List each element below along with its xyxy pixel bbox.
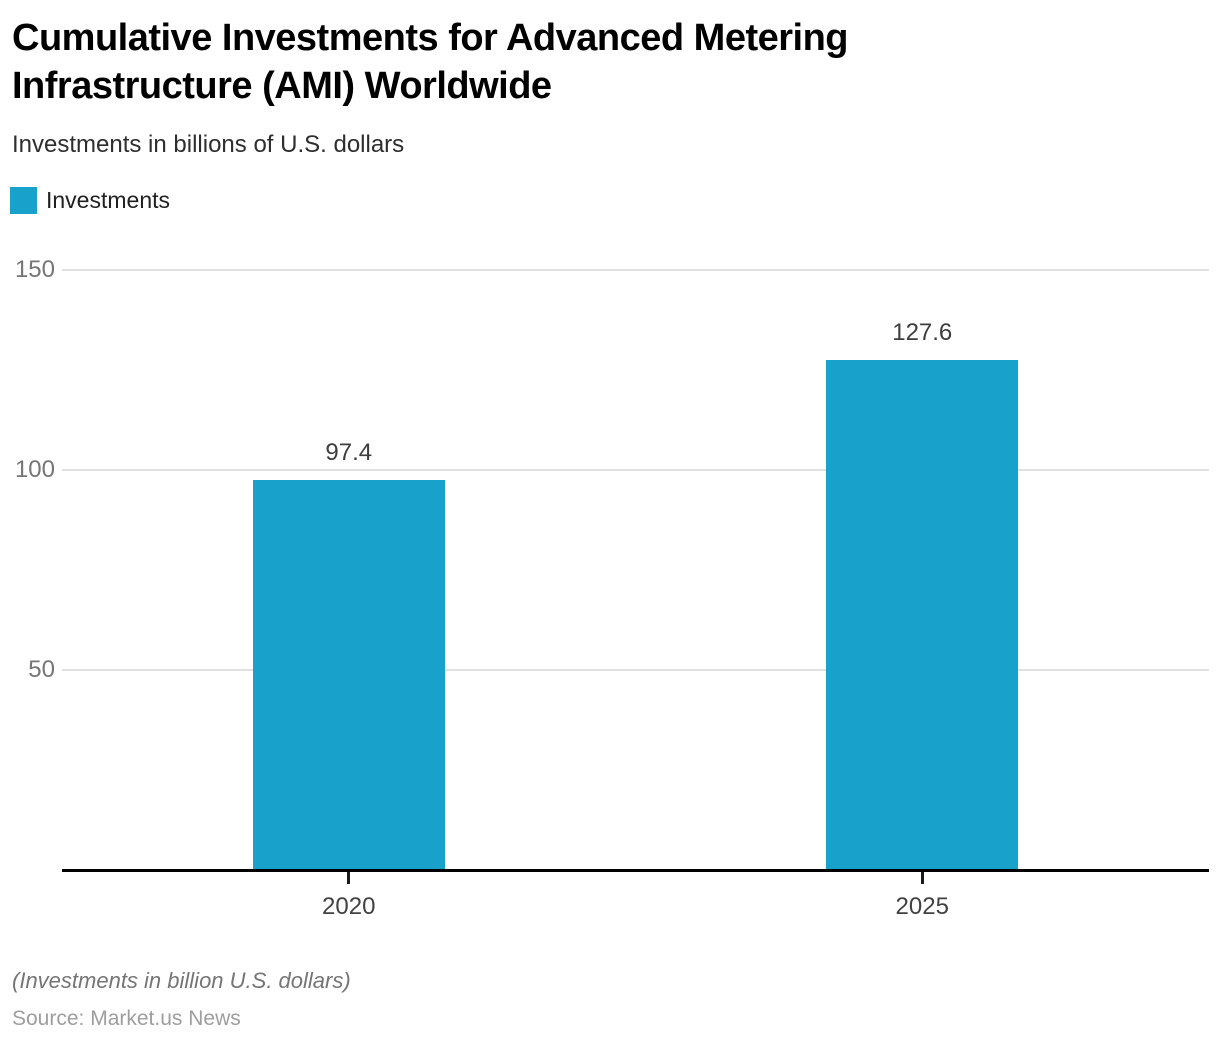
x-axis-tick [920, 872, 924, 884]
chart-title: Cumulative Investments for Advanced Mete… [12, 17, 849, 107]
gridline [62, 669, 1209, 671]
x-axis-tick [347, 872, 351, 884]
x-axis-line [62, 869, 1209, 872]
bar-2025 [826, 359, 1019, 870]
gridline [62, 269, 1209, 271]
legend-swatch-icon [10, 187, 37, 214]
y-axis-tick-label: 100 [14, 456, 55, 483]
footnote: (Investments in billion U.S. dollars) [12, 968, 351, 993]
x-axis-tick-label: 2020 [322, 893, 376, 920]
legend: Investments [10, 187, 170, 214]
chart-subtitle: Investments in billions of U.S. dollars [12, 131, 405, 158]
bar-value-label: 97.4 [325, 439, 373, 467]
y-axis-tick-label: 50 [28, 656, 55, 683]
y-axis-tick-label: 150 [14, 256, 55, 283]
source-text: Source: Market.us News [12, 1007, 241, 1030]
bar-value-label: 127.6 [892, 318, 953, 346]
gridline [62, 469, 1209, 471]
bar-2020 [252, 480, 445, 870]
legend-label: Investments [46, 187, 170, 213]
x-axis-tick-label: 2025 [895, 893, 949, 920]
